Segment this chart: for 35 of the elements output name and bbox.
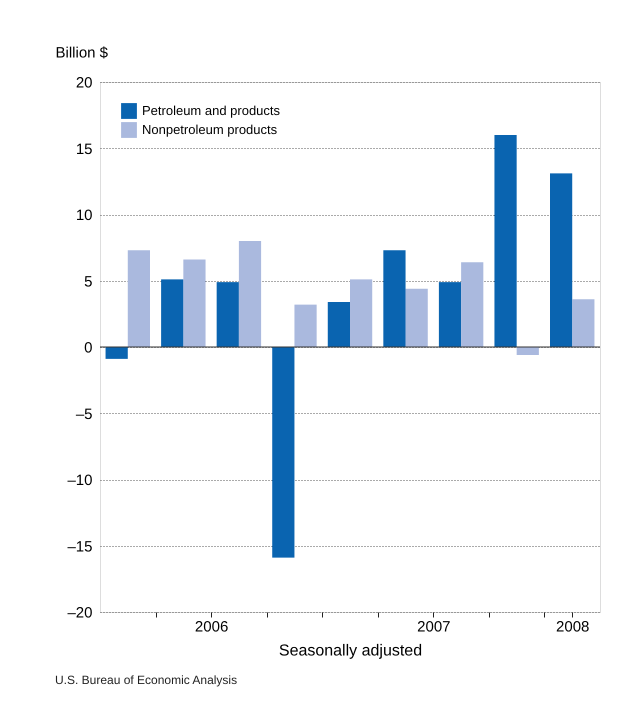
bar <box>406 288 428 347</box>
y-tick-label: –20 <box>67 604 92 622</box>
bar <box>572 299 594 347</box>
bar <box>128 250 150 347</box>
y-tick-label: –5 <box>76 406 92 423</box>
bar <box>350 279 372 347</box>
bar <box>216 282 239 347</box>
bar <box>438 282 462 347</box>
legend-label: Nonpetroleum products <box>142 122 278 137</box>
bar <box>294 304 317 347</box>
bar <box>494 135 517 347</box>
bar <box>383 250 406 347</box>
x-tick-label: 2008 <box>556 618 590 636</box>
y-tick-label: 5 <box>84 273 92 290</box>
y-tick-label: 20 <box>76 74 92 92</box>
y-tick-label: 15 <box>76 140 92 158</box>
bar <box>328 302 350 347</box>
y-tick-label: 0 <box>84 340 92 356</box>
bar <box>161 279 184 347</box>
y-axis-title: Billion $ <box>56 44 109 62</box>
bar <box>106 347 128 359</box>
bar <box>461 262 484 347</box>
y-tick-label: –10 <box>67 472 92 489</box>
x-tick-label: 2006 <box>194 618 228 636</box>
x-axis-title: Seasonally adjusted <box>278 642 422 660</box>
bar <box>272 347 294 558</box>
y-tick-label: –15 <box>67 538 92 556</box>
bar <box>550 173 572 347</box>
text: U.S. Bureau of Economic Analysis <box>55 673 238 687</box>
legend-label: Petroleum and products <box>142 103 281 118</box>
y-tick-label: 10 <box>76 207 92 224</box>
bar <box>516 347 539 355</box>
bar <box>238 241 262 347</box>
bar <box>183 260 206 347</box>
x-tick-label: 2007 <box>417 618 451 636</box>
